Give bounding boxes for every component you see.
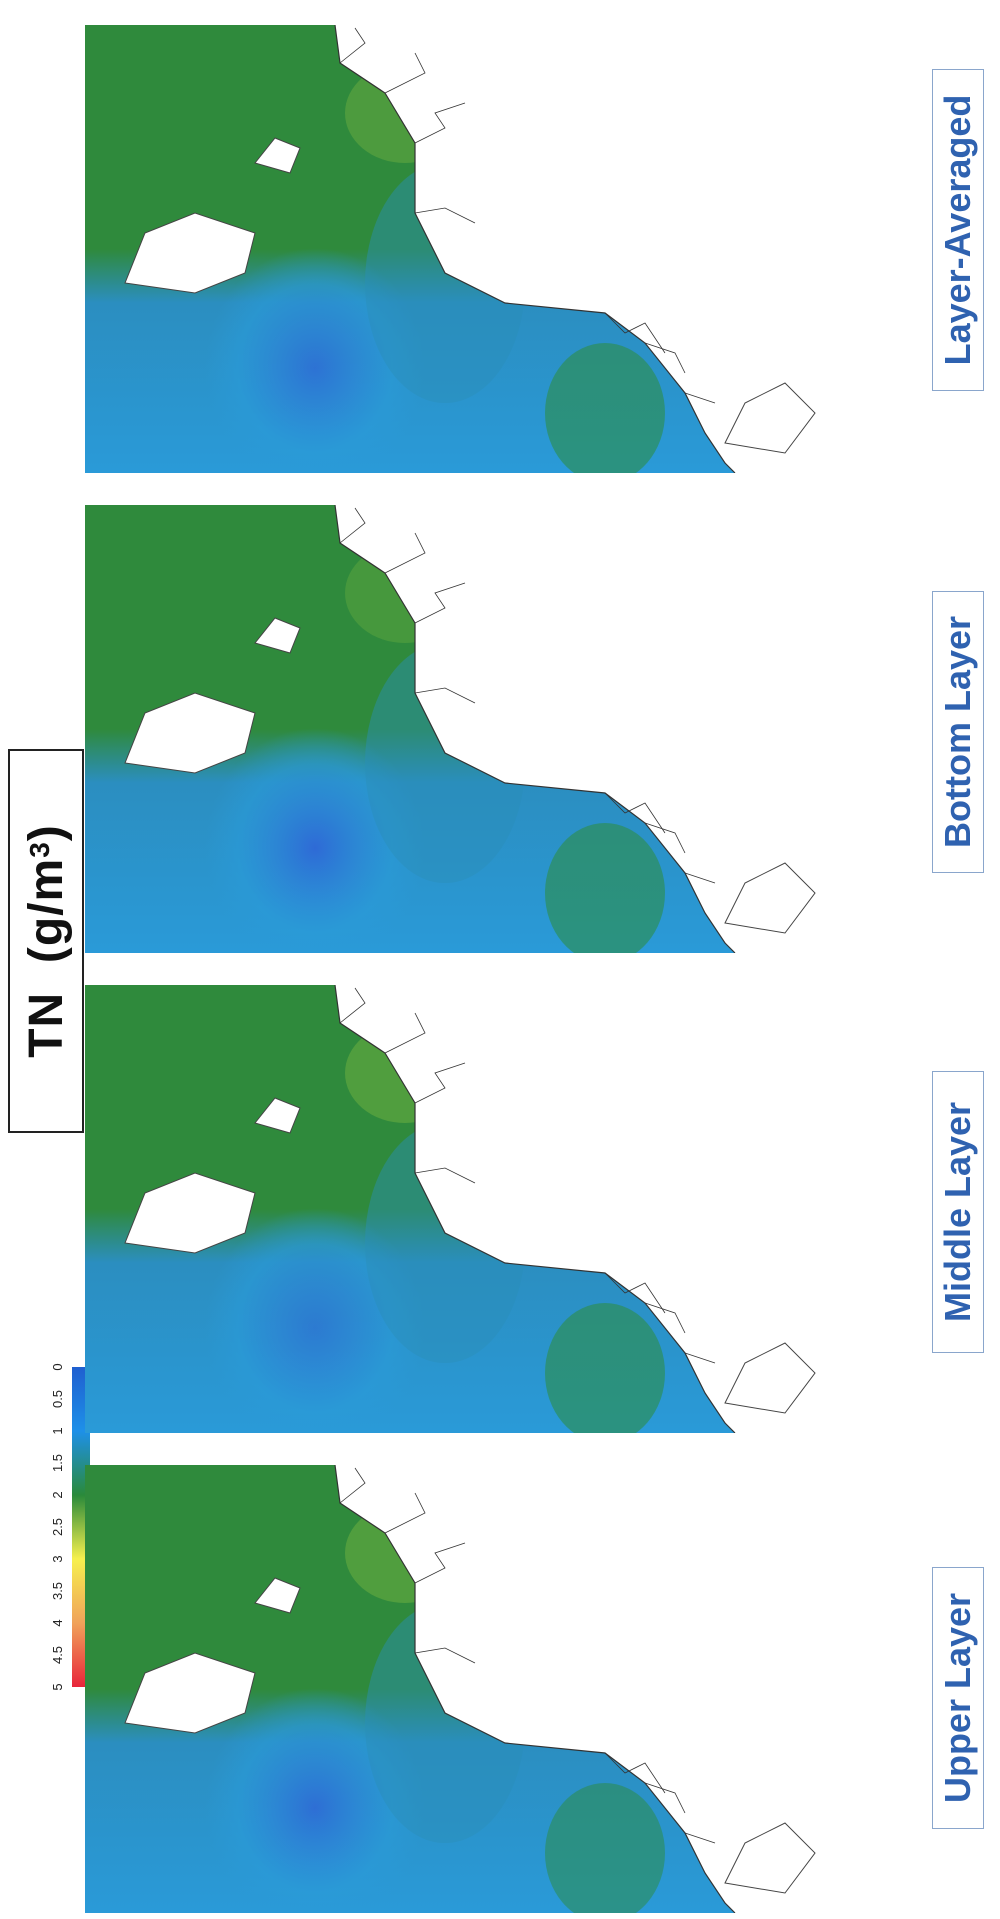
colorbar-tick-label: 0.5: [50, 1389, 65, 1409]
colorbar-tick-label: 2.5: [50, 1517, 65, 1537]
colorbar-tick-label: 1.5: [50, 1453, 65, 1473]
map-panel-bottom-layer: [85, 505, 905, 953]
panel-label-upper-layer: Upper Layer: [932, 1567, 984, 1829]
map-panel-middle-layer: [85, 985, 905, 1433]
colorbar-tick-label: 1: [50, 1427, 65, 1435]
panel-label-middle-layer: Middle Layer: [932, 1071, 984, 1353]
figure-title: TN (g/m 3): [8, 749, 84, 1133]
map-panel-upper-layer: [85, 1465, 905, 1913]
colorbar-tick-label: 2: [50, 1491, 65, 1499]
title-main: TN: [19, 991, 73, 1058]
title-unit-suffix: ): [19, 824, 73, 842]
panel-label-bottom-layer: Bottom Layer: [932, 591, 984, 873]
colorbar-tick-label: 4.5: [50, 1645, 65, 1665]
map-panel-layer-averaged: [85, 25, 905, 473]
title-unit-prefix: (g/m: [19, 857, 73, 964]
map-svg: [85, 1465, 905, 1913]
panel-label-layer-averaged: Layer-Averaged: [932, 69, 984, 391]
colorbar-tick-label: 5: [50, 1683, 65, 1691]
map-svg: [85, 985, 905, 1433]
colorbar-tick-label: 0: [50, 1363, 65, 1371]
map-svg: [85, 25, 905, 473]
map-svg: [85, 505, 905, 953]
colorbar-tick-label: 4: [50, 1619, 65, 1627]
colorbar-tick-label: 3.5: [50, 1581, 65, 1601]
title-unit-superscript: 3: [24, 841, 55, 858]
colorbar-tick-label: 3: [50, 1555, 65, 1563]
